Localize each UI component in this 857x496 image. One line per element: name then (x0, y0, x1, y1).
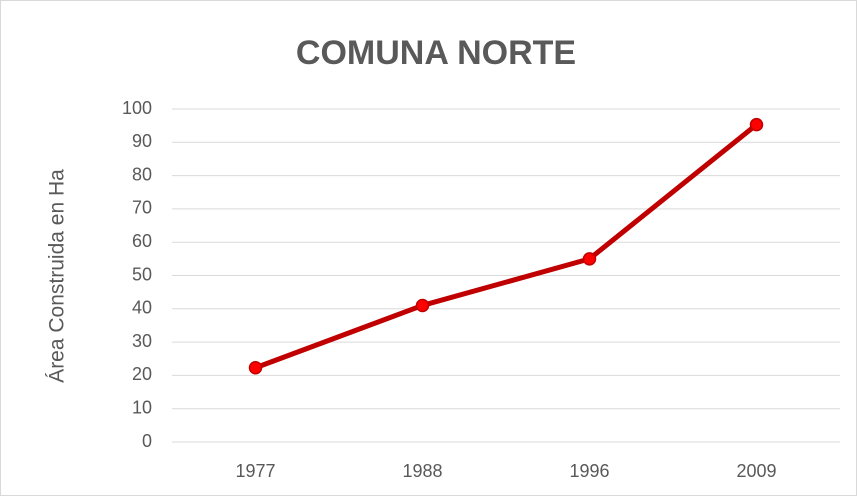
line (254, 122, 759, 371)
y-tick-label: 20 (132, 364, 152, 384)
marker (582, 252, 597, 266)
y-tick-label: 100 (122, 98, 152, 118)
marker (415, 298, 430, 313)
y-tick-label: 80 (132, 164, 152, 184)
x-tick-label: 1977 (235, 461, 275, 481)
y-tick-label: 40 (132, 298, 152, 318)
x-tick-label: 1988 (402, 461, 442, 481)
x-tick-label: 2009 (736, 461, 776, 481)
y-tick-label: 60 (132, 231, 152, 251)
y-tick-label: 90 (132, 131, 152, 151)
y-tick-label: 0 (142, 431, 152, 451)
y-tick-label: 10 (132, 397, 152, 417)
y-tick-label: 30 (132, 331, 152, 351)
y-axis-label: Área Construida en Ha (46, 169, 69, 383)
y-tick-label: 70 (132, 198, 152, 218)
marker (749, 117, 764, 132)
y-tick-label: 50 (132, 264, 152, 284)
chart-title: COMUNA NORTE (296, 34, 576, 72)
x-tick-label: 1996 (569, 461, 609, 481)
marker (248, 360, 263, 375)
